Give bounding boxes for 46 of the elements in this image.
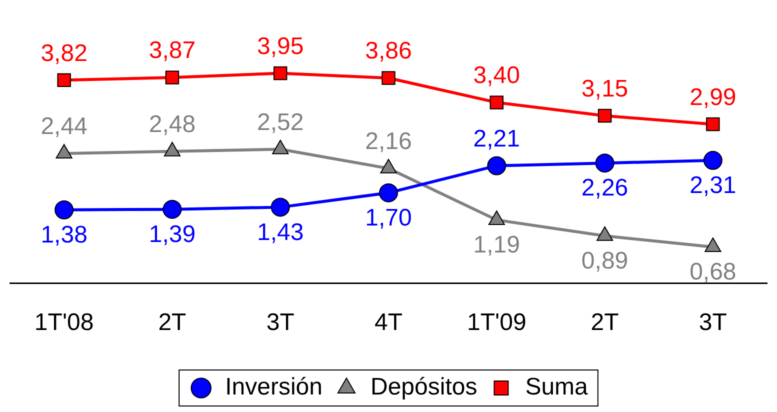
legend-label: Suma [525, 374, 589, 401]
data-label: 3,95 [257, 32, 304, 60]
data-label: 3,15 [581, 75, 628, 102]
x-tick-label: 2T [158, 309, 187, 336]
point [382, 71, 396, 85]
point [165, 70, 180, 84]
data-label: 3,82 [40, 40, 88, 67]
legend-label: Depósitos [370, 374, 478, 401]
data-label: 3,86 [365, 38, 412, 65]
data-label: 2,31 [690, 172, 736, 200]
point [162, 200, 182, 219]
point [595, 154, 614, 173]
point [703, 150, 722, 170]
point [273, 66, 288, 80]
data-label: 3,87 [148, 37, 196, 64]
data-label: 0,89 [581, 248, 628, 275]
x-tick-label: 2T [590, 309, 620, 336]
data-label: 2,44 [40, 113, 88, 140]
data-label: 3,40 [473, 62, 520, 90]
x-tick-label: 3T [266, 309, 295, 336]
point [490, 96, 504, 110]
point [57, 73, 71, 88]
point [598, 108, 612, 123]
point [54, 200, 74, 220]
point [487, 156, 506, 176]
data-label: 1,38 [40, 221, 88, 248]
data-label: 1,19 [473, 232, 520, 259]
x-tick-label: 4T [374, 309, 403, 336]
data-label: 1,39 [148, 220, 196, 248]
data-label: 1,70 [365, 204, 412, 232]
x-tick-label: 1T'09 [466, 309, 526, 336]
point [270, 198, 290, 217]
data-label: 1,43 [257, 218, 304, 246]
data-label: 2,26 [581, 174, 628, 202]
data-label: 0,68 [690, 258, 736, 286]
data-label: 2,48 [148, 111, 196, 138]
legend-label: Inversión [225, 374, 322, 401]
data-label: 2,99 [690, 84, 736, 111]
data-label: 2,21 [473, 125, 520, 152]
point [706, 117, 720, 132]
data-label: 2,52 [257, 108, 304, 136]
data-label: 2,16 [365, 128, 412, 156]
point [379, 183, 398, 202]
x-tick-label: 3T [698, 309, 728, 336]
x-tick-label: 1T'08 [34, 309, 94, 336]
point [704, 238, 722, 252]
